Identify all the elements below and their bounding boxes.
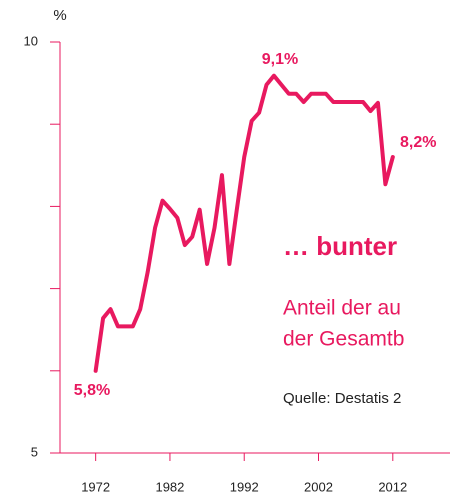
x-tick-label: 1982 <box>155 479 184 494</box>
y-tick-label: 10 <box>24 33 38 48</box>
subtitle-line: der Gesamtb <box>283 328 404 351</box>
subtitle-line: Anteil der au <box>283 297 401 320</box>
source: Quelle: Destatis 2 <box>283 390 401 407</box>
annotation: 5,8% <box>74 382 110 399</box>
y-axis-label: % <box>53 7 66 24</box>
x-tick-label: 1992 <box>230 479 259 494</box>
annotation: 9,1% <box>262 51 298 68</box>
line <box>93 73 395 373</box>
x-tick-label: 2012 <box>378 479 407 494</box>
headline: … bunter <box>283 231 397 261</box>
x-tick-label: 2002 <box>304 479 333 494</box>
annotation: 8,2% <box>400 134 436 151</box>
y-tick-label: 5 <box>31 444 38 459</box>
x-tick-label: 1972 <box>81 479 110 494</box>
